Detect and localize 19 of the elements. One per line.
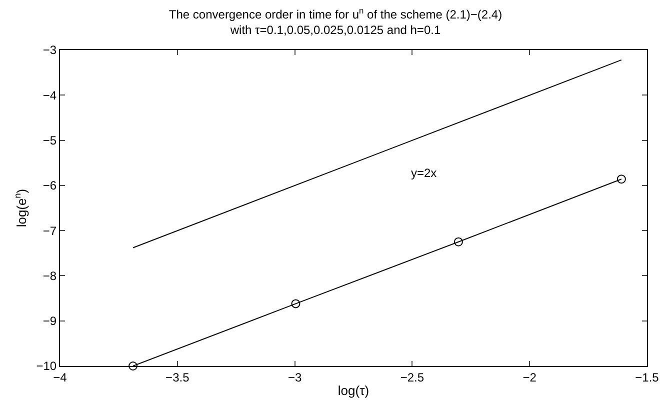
point: [454, 237, 463, 246]
y-tick-label: −7: [42, 224, 57, 238]
x-tick-label: −2.5: [400, 370, 424, 384]
x-axis-title: log(τ): [338, 383, 370, 398]
y-tick-label: −8: [42, 268, 57, 283]
point: [291, 299, 300, 308]
y-tick-label: −5: [42, 133, 57, 148]
x-tick-label: −3.5: [166, 370, 190, 384]
y-tick-label: −9: [42, 314, 57, 328]
y-tick-label: −3: [42, 43, 57, 58]
annotation: y=2x: [411, 166, 437, 180]
y-tick-label: −6: [42, 178, 57, 193]
x-tick-label: −3: [288, 370, 302, 384]
chart-title: The convergence order in time for u$^{n}$ of the scheme (2.1)−(2.4) with τ=0.1,0.05,0.025,0.0125 and h=0.1: [168, 5, 502, 37]
point: [616, 174, 626, 184]
y-tick-label: −4: [42, 88, 57, 102]
x-tick-label: −2: [522, 370, 537, 384]
point: [128, 362, 138, 370]
x-tick-label: −1.5: [635, 370, 660, 384]
